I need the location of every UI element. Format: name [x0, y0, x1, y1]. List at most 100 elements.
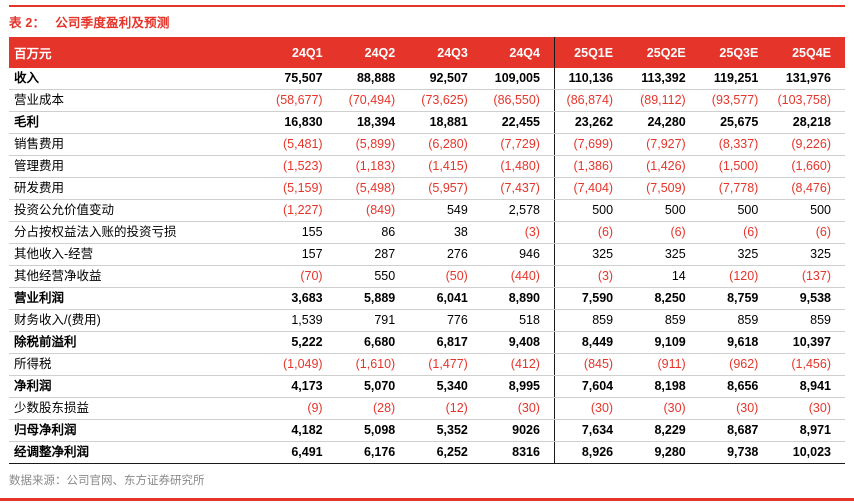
value-cell: 8,250: [627, 287, 700, 310]
value-cell: 859: [772, 309, 845, 332]
value-cell: (845): [553, 353, 628, 376]
table-row: 除税前溢利 5,222 6,680 6,817 9,408 8,449 9,109 9,618…: [9, 331, 845, 354]
quarter-column-header: 24Q3: [409, 37, 482, 68]
value-cell: (93,577): [699, 89, 773, 112]
value-cell: 131,976: [772, 68, 845, 90]
value-cell: 9,408: [481, 331, 555, 354]
value-cell: 22,455: [481, 111, 555, 134]
value-cell: 8,890: [481, 287, 555, 310]
value-cell: (30): [481, 397, 555, 420]
row-label: 所得税: [9, 353, 264, 376]
value-cell: 24,280: [627, 111, 700, 134]
table-row: 收入 75,507 88,888 92,507 109,005 110,136 113,39…: [9, 68, 845, 90]
value-cell: 6,176: [336, 441, 410, 464]
value-cell: (5,899): [336, 133, 410, 156]
row-label: 经调整净利润: [9, 441, 264, 464]
value-cell: 8316: [481, 441, 555, 464]
value-cell: 10,023: [772, 441, 845, 464]
row-label: 管理费用: [9, 155, 264, 178]
value-cell: 157: [263, 243, 337, 266]
value-cell: 325: [699, 243, 773, 266]
value-cell: 23,262: [553, 111, 628, 134]
table-row: 营业利润 3,683 5,889 6,041 8,890 7,590 8,250 8,759 9…: [9, 287, 845, 310]
value-cell: 86: [336, 221, 410, 244]
value-cell: 110,136: [553, 68, 628, 90]
value-cell: 7,604: [553, 375, 628, 398]
value-cell: (5,957): [409, 177, 482, 200]
value-cell: 8,449: [553, 331, 628, 354]
value-cell: 9026: [481, 419, 555, 442]
value-cell: 5,889: [336, 287, 410, 310]
value-cell: 9,738: [699, 441, 773, 464]
value-cell: (7,927): [627, 133, 700, 156]
value-cell: (5,159): [263, 177, 337, 200]
unit-column-header: 百万元: [9, 37, 264, 68]
value-cell: (89,112): [627, 89, 700, 112]
value-cell: 500: [553, 199, 628, 222]
row-label: 其他经营净收益: [9, 265, 264, 288]
value-cell: (6): [699, 221, 773, 244]
row-label: 毛利: [9, 111, 264, 134]
value-cell: 500: [772, 199, 845, 222]
value-cell: (7,778): [699, 177, 773, 200]
table-row: 销售费用 (5,481) (5,899) (6,280) (7,729) (7,699)(…: [9, 133, 845, 156]
table-number-label: 表 2：: [9, 16, 46, 30]
quarter-column-header: 24Q2: [336, 37, 410, 68]
row-label: 归母净利润: [9, 419, 264, 442]
value-cell: 6,491: [263, 441, 337, 464]
value-cell: 155: [263, 221, 337, 244]
value-cell: (1,523): [263, 155, 337, 178]
value-cell: (1,456): [772, 353, 845, 376]
value-cell: 25,675: [699, 111, 773, 134]
value-cell: 9,538: [772, 287, 845, 310]
value-cell: (6): [627, 221, 700, 244]
value-cell: (86,550): [481, 89, 555, 112]
value-cell: 5,070: [336, 375, 410, 398]
value-cell: (7,509): [627, 177, 700, 200]
value-cell: 2,578: [481, 199, 555, 222]
value-cell: 18,881: [409, 111, 482, 134]
value-cell: (73,625): [409, 89, 482, 112]
row-label: 收入: [9, 68, 264, 90]
value-cell: 4,173: [263, 375, 337, 398]
value-cell: 549: [409, 199, 482, 222]
table-row: 归母净利润 4,182 5,098 5,352 9026 7,634 8,229 8,687 8…: [9, 419, 845, 442]
quarterly-earnings-table: 百万元 24Q1 24Q2 24Q3 24Q4 25Q1E 25Q2E 25Q3E 25Q4E …: [9, 37, 845, 464]
value-cell: 3,683: [263, 287, 337, 310]
value-cell: 4,182: [263, 419, 337, 442]
value-cell: (70): [263, 265, 337, 288]
value-cell: (70,494): [336, 89, 410, 112]
value-cell: 791: [336, 309, 410, 332]
row-label: 营业利润: [9, 287, 264, 310]
value-cell: 287: [336, 243, 410, 266]
value-cell: (5,498): [336, 177, 410, 200]
value-cell: 8,971: [772, 419, 845, 442]
value-cell: (1,477): [409, 353, 482, 376]
value-cell: 14: [627, 265, 700, 288]
value-cell: 109,005: [481, 68, 555, 90]
quarter-column-header: 25Q2E: [627, 37, 700, 68]
value-cell: 8,926: [553, 441, 628, 464]
row-label: 销售费用: [9, 133, 264, 156]
table-title-text: 公司季度盈利及预测: [55, 16, 170, 30]
value-cell: (911): [627, 353, 700, 376]
table-row: 研发费用 (5,159) (5,498) (5,957) (7,437) (7,404)(…: [9, 177, 845, 200]
row-label: 净利润: [9, 375, 264, 398]
value-cell: 9,109: [627, 331, 700, 354]
value-cell: 518: [481, 309, 555, 332]
table-row: 分占按权益法入账的投资亏损 155 86 38 (3) (6) (6) (6) (6): [9, 221, 845, 244]
value-cell: 10,397: [772, 331, 845, 354]
quarter-column-header: 24Q1: [263, 37, 337, 68]
row-label: 营业成本: [9, 89, 264, 112]
value-cell: 7,634: [553, 419, 628, 442]
value-cell: (7,699): [553, 133, 628, 156]
table-row: 财务收入/(费用) 1,539 791 776 518 859 859 859 859: [9, 309, 845, 332]
value-cell: (1,480): [481, 155, 555, 178]
table-row: 净利润 4,173 5,070 5,340 8,995 7,604 8,198 8,656 8,…: [9, 375, 845, 398]
value-cell: (9,226): [772, 133, 845, 156]
value-cell: (440): [481, 265, 555, 288]
value-cell: (1,610): [336, 353, 410, 376]
value-cell: (1,500): [699, 155, 773, 178]
value-cell: 550: [336, 265, 410, 288]
